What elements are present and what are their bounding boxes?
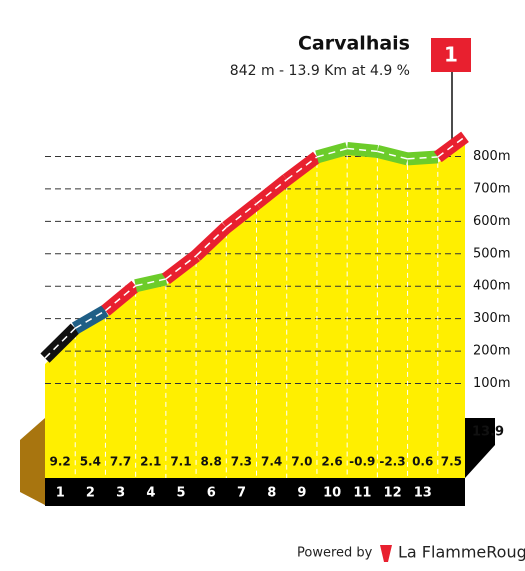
x-tick-label: 4 (146, 486, 155, 501)
x-tick-label: 11 (353, 486, 371, 501)
x-tick-label: 3 (116, 486, 125, 501)
grade-centerline (165, 255, 197, 280)
grade-label: 9.2 (49, 455, 70, 469)
y-tick-label: 200m (473, 344, 510, 359)
x-tick-label: 6 (207, 486, 216, 501)
x-tick-label: 8 (267, 486, 276, 501)
x-tick-label: 1 (56, 486, 65, 501)
grade-centerline (286, 156, 318, 181)
grade-centerline (316, 147, 348, 158)
y-tick-label: 500m (473, 246, 510, 261)
grade-label: 8.8 (201, 455, 222, 469)
x-tick-label: 2 (86, 486, 95, 501)
grade-centerline (104, 285, 137, 312)
profile-side (20, 418, 45, 505)
flag-label: 1 (444, 43, 458, 67)
y-tick-label: 100m (473, 376, 510, 391)
x-tick-label: 12 (384, 486, 402, 501)
grade-centerline (74, 310, 106, 329)
grade-centerline (135, 278, 167, 287)
grade-label: 7.1 (170, 455, 191, 469)
x-tick-label: 10 (323, 486, 341, 501)
x-tick-label: 9 (297, 486, 306, 501)
km-band-end (465, 418, 495, 478)
y-tick-label: 400m (473, 279, 510, 294)
flag (431, 38, 471, 72)
grade-label: 2.6 (321, 455, 342, 469)
grade-label: 7.4 (261, 455, 282, 469)
grade-segment (40, 323, 80, 363)
grade-label: 5.4 (80, 455, 101, 469)
grade-centerline (347, 147, 378, 153)
x-tick-label: 13.9 (472, 425, 504, 440)
grade-label: -0.9 (349, 455, 375, 469)
x-tick-label: 5 (177, 486, 186, 501)
grade-label: 0.6 (412, 455, 433, 469)
grade-label: 7.5 (441, 455, 462, 469)
y-tick-label: 800m (473, 149, 510, 164)
chart-title: Carvalhais (298, 33, 410, 55)
y-tick-label: 300m (473, 311, 510, 326)
grade-centerline (225, 203, 257, 228)
grade-centerline (377, 150, 408, 160)
x-tick-label: 13 (414, 486, 432, 501)
grade-centerline (256, 179, 288, 205)
grade-centerline (195, 226, 227, 257)
km-band (45, 478, 465, 506)
grade-label: 7.7 (110, 455, 131, 469)
grade-label: 7.0 (291, 455, 312, 469)
x-tick-label: 7 (237, 486, 246, 501)
y-tick-label: 600m (473, 214, 510, 229)
grade-label: -2.3 (379, 455, 405, 469)
profile-area (45, 142, 465, 478)
grade-label: 7.3 (231, 455, 252, 469)
grade-label: 2.1 (140, 455, 161, 469)
y-tick-label: 700m (473, 181, 510, 196)
footer-text: Powered by (297, 546, 373, 561)
brand-logo (380, 545, 392, 562)
grade-centerline (407, 156, 438, 160)
chart-subtitle: 842 m - 13.9 Km at 4.9 % (230, 63, 410, 79)
brand-name: La FlammeRouge (398, 543, 525, 562)
grade-centerline (437, 136, 466, 158)
